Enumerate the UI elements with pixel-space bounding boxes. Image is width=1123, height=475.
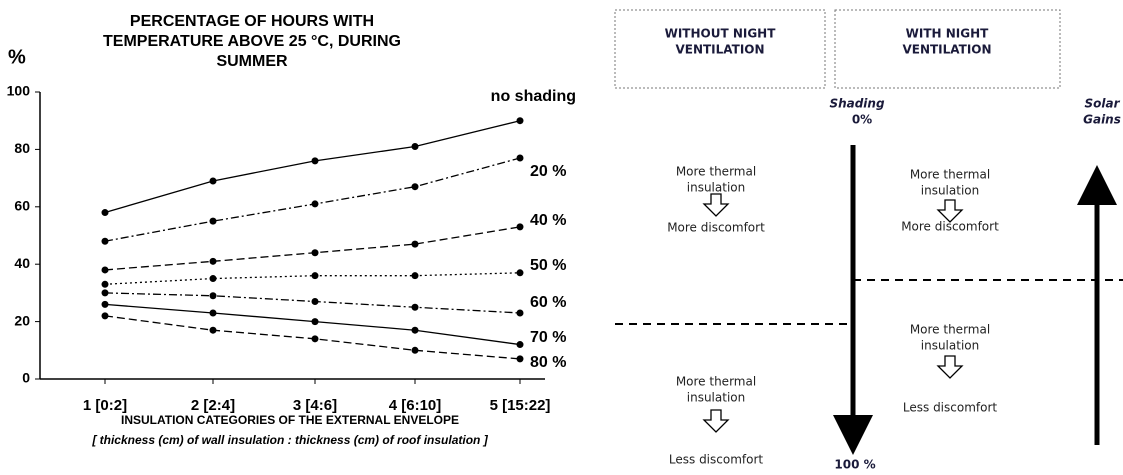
hollow-arrow [702, 193, 730, 217]
point [311, 249, 319, 257]
panel-result: Less discomfort [669, 453, 764, 467]
point [101, 312, 109, 320]
point [516, 269, 524, 277]
hollow-arrow [936, 199, 964, 223]
header-box [614, 9, 826, 89]
y-tick-label: 80 [14, 140, 30, 156]
header: VENTILATION [675, 43, 764, 57]
point [516, 355, 524, 363]
point [516, 117, 524, 125]
panel-text: More thermal [676, 375, 756, 389]
panel-text: insulation [687, 181, 745, 195]
point [411, 272, 419, 280]
hollow-arrow [702, 409, 730, 433]
panel-text: insulation [921, 184, 979, 198]
point [411, 143, 419, 151]
point [209, 177, 217, 185]
panel-text: More thermal [910, 168, 990, 182]
point [311, 298, 319, 306]
panel-result: More discomfort [667, 221, 765, 235]
point [311, 318, 319, 326]
point [311, 200, 319, 208]
chart-title: TEMPERATURE ABOVE 25 °C, DURING [103, 33, 401, 50]
y-tick-label: 40 [14, 255, 30, 271]
solar-label: Gains [1083, 113, 1121, 127]
point [516, 341, 524, 349]
x-tick-label: 1 [0:2] [83, 397, 127, 414]
point [209, 292, 217, 300]
point [311, 272, 319, 280]
point [311, 157, 319, 165]
point [101, 300, 109, 308]
panel-result: Less discomfort [903, 401, 998, 415]
x-tick-label: 4 [6:10] [389, 397, 442, 414]
series-label: 80 % [530, 354, 566, 371]
header-box [834, 9, 1061, 89]
hollow-arrow [936, 355, 964, 379]
point [411, 303, 419, 311]
panel-text: More thermal [676, 165, 756, 179]
point [101, 289, 109, 297]
series-line [104, 120, 521, 214]
panel-result: More discomfort [901, 220, 999, 234]
shading-label: Shading [829, 97, 885, 111]
x-tick-label: 2 [2:4] [191, 397, 235, 414]
series-label: 20 % [530, 163, 566, 180]
point [311, 335, 319, 343]
header: WITHOUT NIGHT [665, 27, 777, 41]
point [209, 326, 217, 334]
point [101, 209, 109, 217]
y-axis-label: % [8, 46, 26, 68]
point [209, 275, 217, 283]
series-line [104, 226, 521, 271]
y-tick-label: 60 [14, 198, 30, 214]
point [209, 217, 217, 225]
chart-title: SUMMER [216, 53, 288, 70]
series-label: 40 % [530, 212, 566, 229]
y-tick-label: 20 [14, 312, 30, 328]
x-axis-sublabel: [ thickness (cm) of wall insulation : th… [91, 433, 488, 447]
series-label: 70 % [530, 329, 566, 346]
chart-title: PERCENTAGE OF HOURS WITH [130, 13, 374, 30]
header: VENTILATION [902, 43, 991, 57]
point [411, 326, 419, 334]
panel-text: More thermal [910, 323, 990, 337]
point [411, 240, 419, 248]
series-label: 50 % [530, 257, 566, 274]
point [101, 280, 109, 288]
y-tick-label: 0 [22, 370, 30, 386]
shading-top: 0% [852, 113, 872, 127]
shading-bottom: 100 % [834, 458, 875, 472]
point [411, 183, 419, 191]
x-tick-label: 3 [4:6] [293, 397, 337, 414]
series-line [104, 157, 521, 242]
point [516, 223, 524, 231]
point [209, 309, 217, 317]
point [101, 237, 109, 245]
point [516, 309, 524, 317]
x-tick-label: 5 [15:22] [490, 397, 551, 414]
x-axis-label: INSULATION CATEGORIES OF THE EXTERNAL EN… [121, 413, 459, 427]
point [411, 346, 419, 354]
series-label: 60 % [530, 294, 566, 311]
point [101, 266, 109, 274]
series-label: no shading [491, 88, 576, 105]
y-tick-label: 100 [7, 83, 31, 99]
panel-text: insulation [921, 339, 979, 353]
header: WITH NIGHT [906, 27, 990, 41]
point [516, 154, 524, 162]
point [209, 257, 217, 265]
solar-label: Solar [1084, 97, 1120, 111]
panel-text: insulation [687, 391, 745, 405]
